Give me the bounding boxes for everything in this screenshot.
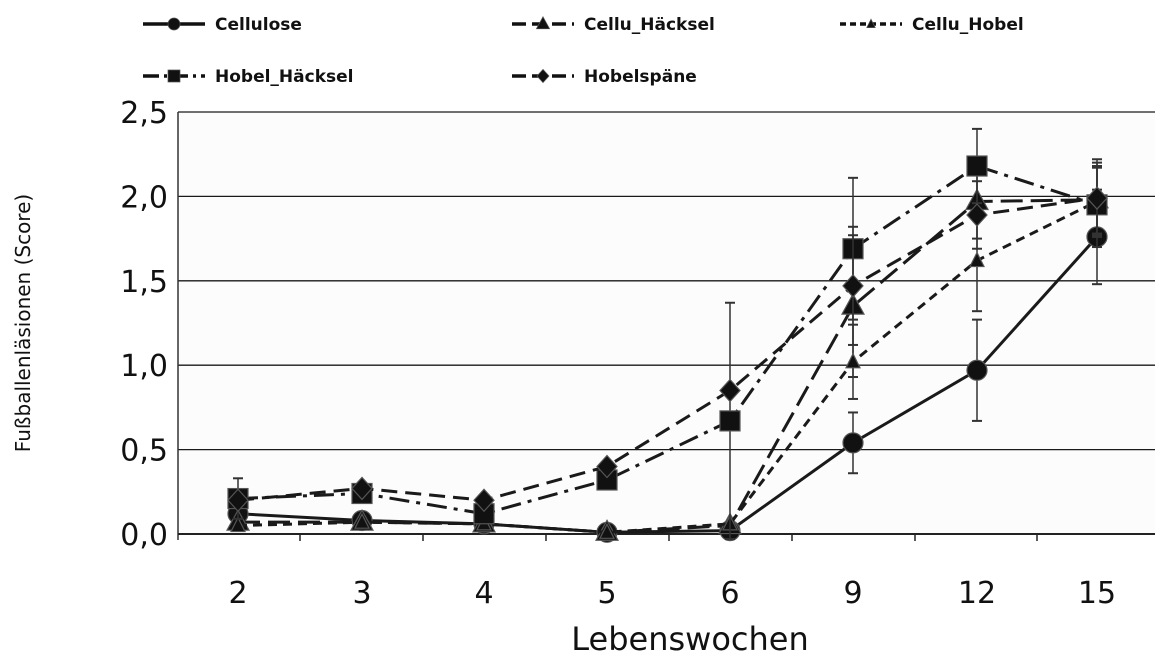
y-tick-label: 2,0 bbox=[120, 180, 168, 215]
legend-label: Hobelspäne bbox=[584, 67, 697, 87]
legend-entry-hobel-haecksel: Hobel_Häcksel bbox=[143, 67, 354, 87]
data-point bbox=[969, 251, 985, 268]
plot-area bbox=[178, 112, 1155, 534]
data-point bbox=[719, 410, 741, 432]
y-tick-label: 0,0 bbox=[120, 518, 168, 553]
y-tick-label: 2,5 bbox=[120, 96, 168, 131]
x-tick-label: 5 bbox=[597, 576, 616, 611]
data-point bbox=[596, 454, 618, 479]
tick-labels: 0,0 0,5 1,0 1,5 2,0 2,5 2 3 4 5 6 9 12 15 bbox=[120, 96, 1116, 611]
data-point bbox=[351, 476, 373, 501]
legend: Cellulose Cellu_Häcksel Cellu_Hobel Hobel_H… bbox=[143, 15, 1024, 87]
legend-label: Cellu_Häcksel bbox=[584, 15, 715, 35]
x-tick-label: 3 bbox=[352, 576, 371, 611]
legend-entry-cellulose: Cellulose bbox=[143, 15, 302, 35]
data-point bbox=[227, 488, 249, 513]
x-tick-label: 12 bbox=[958, 576, 996, 611]
series-line-cellu-haecksel bbox=[238, 198, 1098, 534]
data-point bbox=[966, 359, 988, 381]
series-hobelspaene bbox=[227, 158, 1108, 513]
series-line-hobel-haecksel bbox=[237, 164, 1098, 516]
data-point bbox=[845, 352, 861, 369]
series-line-hobelspaene bbox=[237, 196, 1098, 502]
x-tick-label: 15 bbox=[1078, 576, 1116, 611]
data-point bbox=[1086, 186, 1108, 210]
data-point bbox=[842, 273, 864, 298]
gridlines bbox=[178, 111, 1155, 451]
legend-label: Cellu_Hobel bbox=[912, 15, 1024, 35]
y-tick-label: 0,5 bbox=[120, 434, 168, 469]
legend-label: Hobel_Häcksel bbox=[215, 67, 354, 87]
legend-marker bbox=[866, 18, 876, 28]
data-series bbox=[225, 127, 1110, 543]
data-point bbox=[599, 522, 615, 539]
x-tick-label: 4 bbox=[474, 576, 493, 611]
data-point bbox=[966, 203, 988, 227]
legend-marker bbox=[167, 17, 181, 31]
data-point bbox=[230, 516, 246, 533]
legend-marker bbox=[535, 16, 551, 30]
legend-entry-hobelspaene: Hobelspäne bbox=[512, 67, 697, 87]
x-tick-label: 6 bbox=[720, 576, 739, 611]
legend-entry-cellu-hobel: Cellu_Hobel bbox=[840, 15, 1024, 35]
y-axis-title: Fußballenläsionen (Score) bbox=[11, 194, 35, 452]
series-line-cellu-hobel bbox=[237, 200, 1098, 534]
data-point bbox=[719, 378, 741, 403]
legend-marker bbox=[536, 68, 550, 84]
data-point bbox=[473, 488, 495, 513]
legend-entry-cellu-haecksel: Cellu_Häcksel bbox=[512, 15, 715, 35]
data-point bbox=[842, 432, 864, 454]
legend-label: Cellulose bbox=[215, 15, 302, 35]
x-axis-title: Lebenswochen bbox=[571, 620, 809, 658]
data-point bbox=[354, 512, 370, 529]
axes bbox=[177, 112, 1155, 541]
data-point bbox=[966, 155, 988, 177]
x-tick-label: 9 bbox=[843, 576, 862, 611]
series-line-cellulose bbox=[237, 235, 1099, 534]
x-tick-label: 2 bbox=[228, 576, 247, 611]
y-tick-label: 1,5 bbox=[120, 265, 168, 300]
legend-marker bbox=[167, 69, 181, 83]
y-tick-label: 1,0 bbox=[120, 349, 168, 384]
